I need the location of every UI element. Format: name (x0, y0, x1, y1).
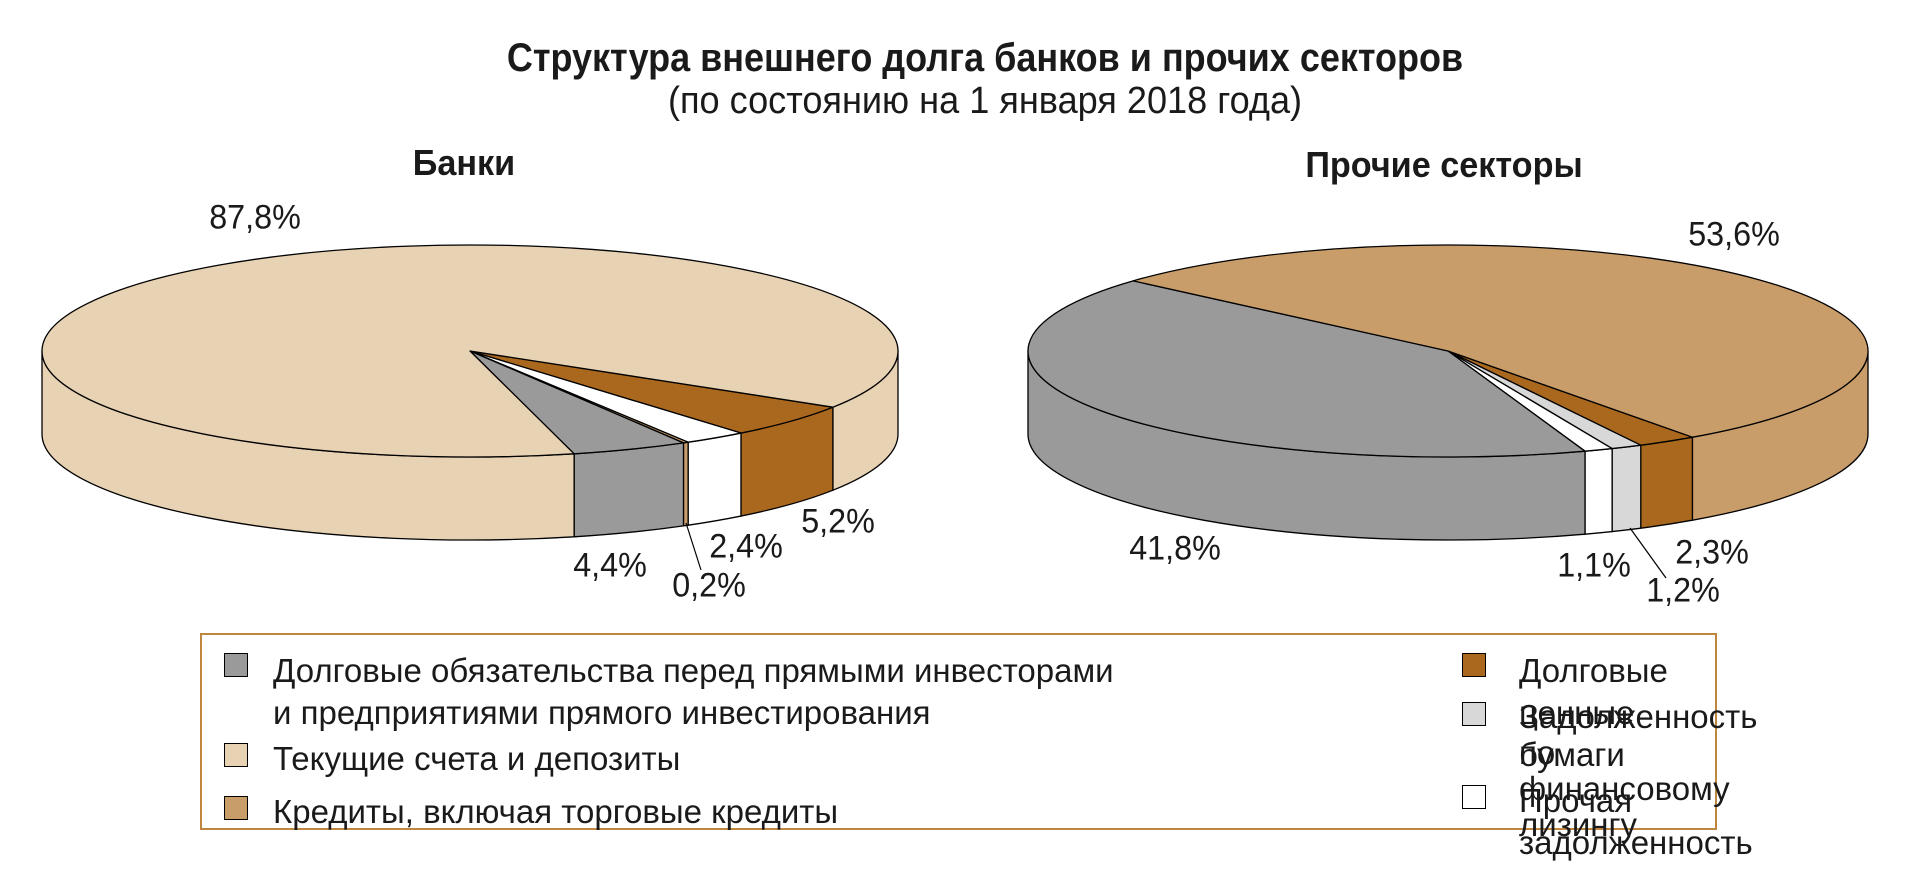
pie0-label-gray: 4,4% (573, 546, 647, 585)
pie0-wall-gray (573, 442, 685, 538)
legend: Долговые обязательства перед прямыми инв… (200, 633, 1757, 861)
pie1-label-tan: 53,6% (1688, 215, 1780, 254)
pie0-wall-tan (682, 441, 689, 527)
legend-swatch-tan (224, 796, 248, 820)
legend-item-white: Прочая задолженность (1462, 782, 1753, 869)
legend-swatch-white (1462, 785, 1486, 809)
legend-label-gray: Долговые обязательства перед прямыми инв… (273, 652, 1114, 731)
legend-swatch-beige (224, 743, 248, 767)
legend-label-brown: Долговые ценные бумаги (1519, 652, 1668, 773)
pie0-label-brown: 5,2% (801, 502, 875, 541)
pie0-slice-beige (41, 244, 899, 458)
pie0-label-leader-line (685, 522, 702, 571)
legend-swatch-lightgray (1462, 702, 1486, 726)
pie1-slice-tan (1132, 244, 1869, 438)
pie1-wall-white (1584, 447, 1613, 535)
pie1-wall-brown (1640, 436, 1694, 529)
legend-item-gray: Долговые обязательства перед прямыми инв… (224, 652, 1114, 737)
pie0-label-tan: 0,2% (672, 566, 746, 605)
chart-subtitle: (по состоянию на 1 января 2018 года) (667, 80, 1303, 122)
pie-title-other-sectors: Прочие секторы (1305, 144, 1583, 185)
pie1-label-gray: 41,8% (1129, 529, 1221, 568)
legend-swatch-brown (1462, 653, 1486, 677)
pie1-label-leader-line (1629, 527, 1667, 579)
legend-label-white: Прочая задолженность (1519, 782, 1753, 861)
pie0-label-white: 2,4% (709, 527, 783, 566)
legend-swatch-gray (224, 653, 248, 677)
pie0-wall-white (687, 432, 742, 526)
pie0-label-beige: 87,8% (209, 198, 301, 237)
legend-item-tan: Кредиты, включая торговые кредиты (224, 793, 838, 838)
chart-title: Структура внешнего долга банков и прочих… (506, 36, 1464, 80)
legend-item-beige: Текущие счета и депозиты (224, 740, 680, 785)
pie-chart-canvas (41, 244, 1869, 579)
legend-item-brown: Долговые ценные бумаги (1462, 652, 1715, 779)
page: { "title": "Структура внешнего долга бан… (41, 36, 1869, 861)
pie1-label-white: 1,1% (1557, 546, 1631, 585)
pie1-label-brown: 2,3% (1675, 533, 1749, 572)
legend-item-lightgray: Задолженность по финансовому лизингу (1462, 698, 1758, 846)
pie1-slice-gray (1027, 280, 1586, 458)
pie1-wall-lightgray (1611, 444, 1642, 533)
pie-title-banks: Банки (412, 142, 516, 183)
pie1-label-lightgray: 1,2% (1646, 571, 1720, 610)
legend-label-lightgray: Задолженность по финансовому лизингу (1519, 698, 1758, 843)
pie0-slice-brown (469, 350, 834, 434)
legend-label-tan: Кредиты, включая торговые кредиты (273, 793, 839, 830)
legend-label-beige: Текущие счета и депозиты (273, 740, 681, 777)
